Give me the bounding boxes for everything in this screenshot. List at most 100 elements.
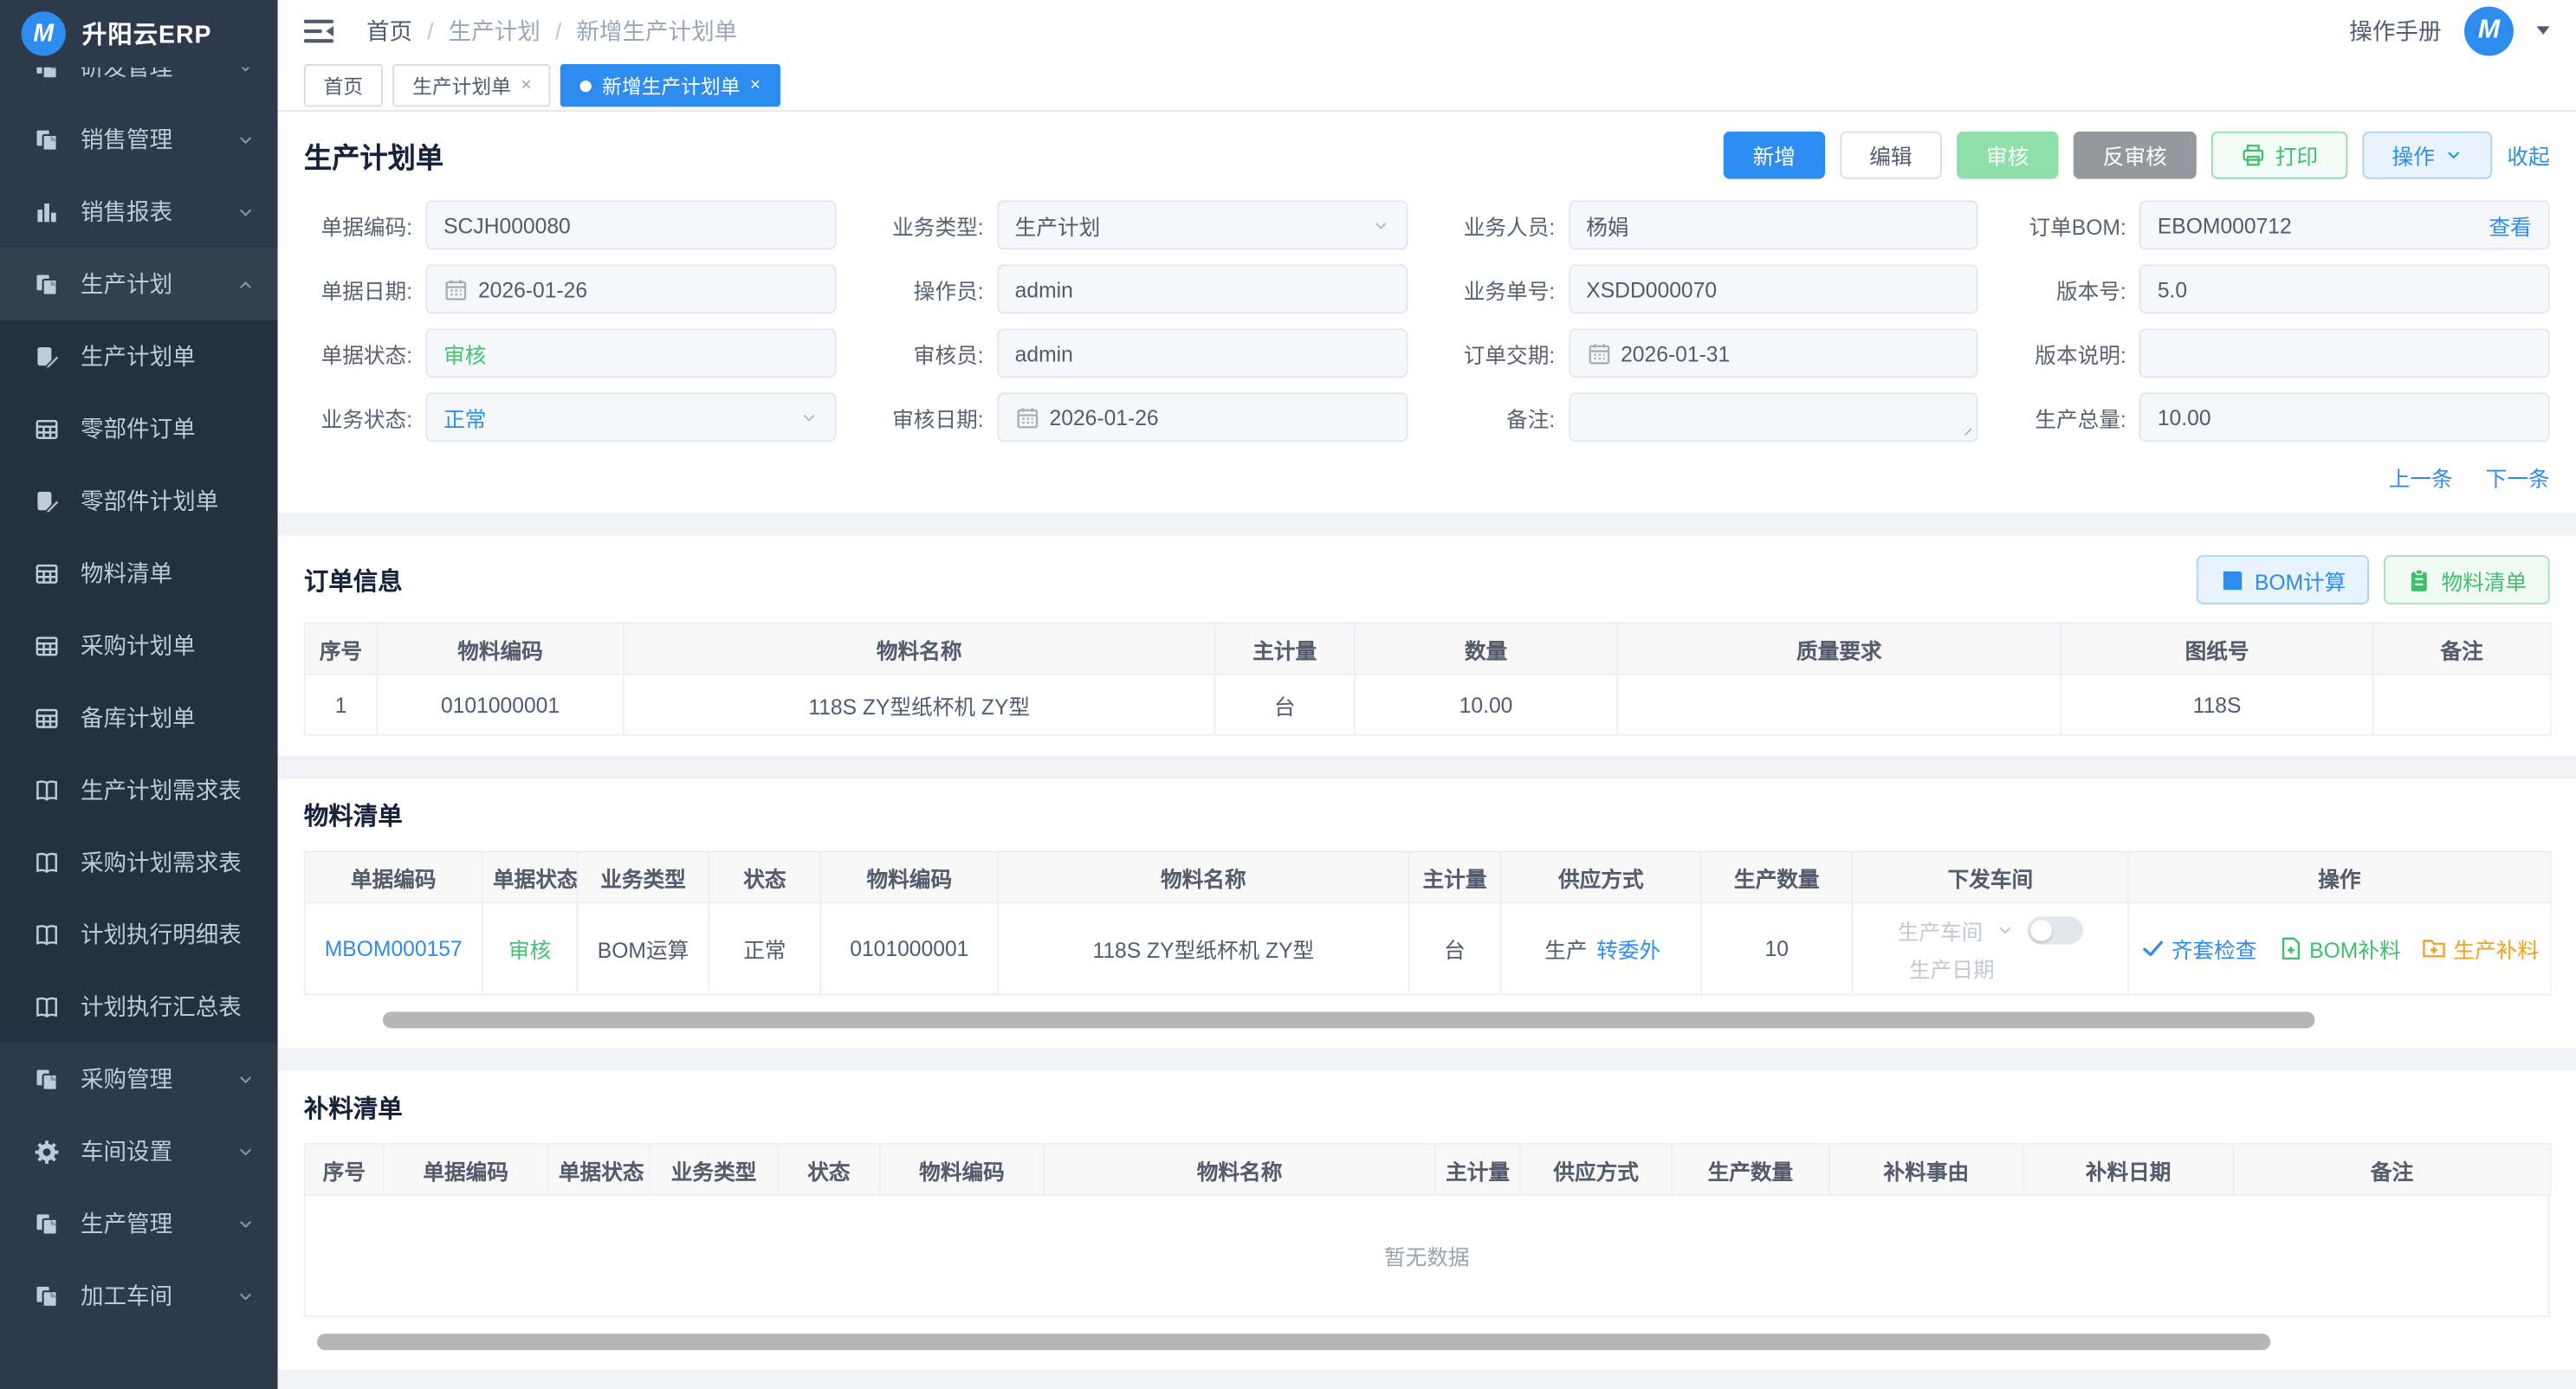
remark-textarea[interactable] (1568, 392, 1979, 443)
close-icon[interactable]: × (521, 75, 532, 96)
sidebar-item-purchase-management[interactable]: 采购管理 (0, 1043, 278, 1114)
order-info-table: 序号 物料编码 物料名称 主计量 数量 质量要求 图纸号 备注 1 (303, 622, 2552, 736)
production-refill-action[interactable]: 生产补料 (2422, 933, 2539, 964)
workshop-select-placeholder[interactable]: 生产车间 (1897, 919, 1984, 944)
print-button[interactable]: 打印 (2210, 131, 2348, 179)
doc-status-input[interactable]: 审核 (425, 328, 836, 378)
horizontal-scrollbar (304, 1011, 2550, 1029)
field-biz-person: 业务人员: 杨娟 (1447, 200, 1979, 250)
copy-document-icon (35, 1067, 59, 1091)
breadcrumb-home[interactable]: 首页 (366, 16, 413, 44)
prev-record-link[interactable]: 上一条 (2388, 466, 2453, 492)
sidebar-item-production-plan[interactable]: 生产计划 (0, 248, 278, 320)
biz-status-select[interactable]: 正常 (425, 392, 836, 443)
mbom-code-link[interactable]: MBOM000157 (324, 936, 463, 961)
material-list-card: 物料清单 单据编码 单据状态 业务类型 状态 物料编码 物料名称 主计量 (277, 778, 2576, 1049)
actions-dropdown-button[interactable]: 操作 (2362, 131, 2493, 179)
order-bom-input[interactable]: EBOM000712 查看 (2139, 200, 2550, 250)
sidebar-item-production-demand-report[interactable]: 生产计划需求表 (0, 754, 278, 826)
resize-grip[interactable] (1958, 422, 1972, 436)
sidebar-collapse-icon[interactable] (304, 17, 333, 43)
operator-input[interactable]: admin (996, 264, 1408, 314)
sidebar-item-sales-reports[interactable]: 销售报表 (0, 176, 278, 248)
audit-button[interactable]: 审核 (1956, 131, 2059, 179)
sidebar-item-label: 加工车间 (80, 1282, 173, 1309)
col-header: 序号 (303, 622, 379, 675)
cell-material-code: 0101000001 (376, 673, 625, 736)
document-edit-icon (35, 344, 59, 368)
chevron-down-icon (236, 131, 255, 149)
breadcrumb-separator: / (427, 16, 434, 44)
audit-date-picker[interactable]: 2026-01-26 (996, 392, 1408, 443)
material-list-button[interactable]: 物料清单 (2384, 555, 2550, 604)
sidebar-item-stock-plan-form[interactable]: 备库计划单 (0, 682, 278, 753)
total-qty-input[interactable]: 10.00 (2139, 392, 2550, 443)
bar-chart-icon (35, 199, 59, 223)
brand-name: 升阳云ERP (81, 21, 212, 49)
order-info-card: 订单信息 BOM计算 物料清单 (277, 535, 2576, 756)
tab-production-plan-form[interactable]: 生产计划单 × (392, 63, 552, 107)
biz-no-input[interactable]: XSDD000070 (1568, 264, 1979, 314)
add-button[interactable]: 新增 (1723, 131, 1826, 179)
sidebar-item-purchase-plan-form[interactable]: 采购计划单 (0, 610, 278, 682)
sidebar-item-parts-order[interactable]: 零部件订单 (0, 392, 278, 464)
form-grid: 单据编码: SCJH000080 业务类型: 生产计划 业务人员: 杨娟 (304, 200, 2550, 443)
tab-home[interactable]: 首页 (303, 63, 383, 107)
manual-link[interactable]: 操作手册 (2349, 16, 2442, 44)
sidebar-item-plan-execution-detail[interactable]: 计划执行明细表 (0, 898, 278, 970)
kit-check-action[interactable]: 齐套检查 (2140, 933, 2256, 964)
book-icon (35, 922, 59, 946)
caret-down-icon[interactable] (2536, 26, 2550, 41)
table-grid-icon (35, 633, 59, 657)
scrollbar-thumb[interactable] (317, 1334, 2271, 1351)
sidebar-item-production-plan-form[interactable]: 生产计划单 (0, 320, 278, 392)
empty-text: 暂无数据 (1383, 1244, 1470, 1270)
chevron-down-icon (236, 1287, 255, 1305)
sidebar-item-purchase-demand-report[interactable]: 采购计划需求表 (0, 826, 278, 898)
document-plus-icon (2278, 936, 2302, 960)
sidebar-item-processing-workshop[interactable]: 加工车间 (0, 1260, 278, 1332)
auditor-input[interactable]: admin (996, 328, 1408, 378)
close-icon[interactable]: × (749, 75, 761, 96)
order-due-picker[interactable]: 2026-01-31 (1568, 328, 1979, 378)
sidebar-item-material-bom[interactable]: 物料清单 (0, 537, 278, 609)
collapse-link[interactable]: 收起 (2507, 144, 2550, 170)
sidebar-item-workshop-settings[interactable]: 车间设置 (0, 1115, 278, 1187)
production-date-placeholder[interactable]: 生产日期 (1908, 956, 1995, 982)
view-bom-link[interactable]: 查看 (2489, 214, 2532, 239)
sidebar-item-label: 计划执行明细表 (80, 921, 242, 948)
doc-date-picker[interactable]: 2026-01-26 (425, 264, 836, 314)
sidebar-item-production-management[interactable]: 生产管理 (0, 1187, 278, 1259)
version-note-input[interactable] (2139, 328, 2550, 378)
sidebar-item-plan-execution-summary[interactable]: 计划执行汇总表 (0, 971, 278, 1043)
cell-dispatch-workshop: 生产车间 生产日期 (1851, 901, 2130, 996)
sidebar-item-parts-plan-form[interactable]: 零部件计划单 (0, 465, 278, 537)
copy-document-icon (35, 1283, 59, 1308)
bom-refill-action[interactable]: BOM补料 (2278, 933, 2401, 964)
sidebar-item-label: 备库计划单 (80, 704, 196, 732)
tab-new-production-plan[interactable]: 新增生产计划单 × (560, 63, 780, 107)
next-record-link[interactable]: 下一条 (2485, 466, 2550, 492)
cell-qty: 10 (1700, 901, 1854, 996)
sidebar-item-sales-management[interactable]: 销售管理 (0, 103, 278, 175)
biz-type-select[interactable]: 生产计划 (996, 200, 1408, 250)
avatar[interactable]: M (2464, 5, 2514, 55)
table-row[interactable]: 1 0101000001 118S ZY型纸杯机 ZY型 台 10.00 118… (303, 673, 2552, 736)
col-header: 物料编码 (819, 850, 1000, 904)
scrollbar-thumb[interactable] (382, 1011, 2314, 1029)
biz-person-input[interactable]: 杨娟 (1568, 200, 1979, 250)
breadcrumb-production-plan[interactable]: 生产计划 (448, 16, 540, 44)
version-input[interactable]: 5.0 (2139, 264, 2550, 314)
sidebar-item-label: 采购管理 (80, 1065, 173, 1093)
material-list-table: 单据编码 单据状态 业务类型 状态 物料编码 物料名称 主计量 供应方式 生产数… (303, 850, 2552, 996)
col-header: 业务类型 (576, 850, 710, 904)
to-outsource-link[interactable]: 转委外 (1596, 938, 1661, 963)
dispatch-toggle[interactable] (2027, 915, 2084, 944)
unaudit-button[interactable]: 反审核 (2073, 131, 2197, 179)
copy-document-icon (35, 272, 59, 296)
bom-calc-button[interactable]: BOM计算 (2197, 555, 2370, 604)
edit-button[interactable]: 编辑 (1840, 131, 1942, 179)
doc-code-input[interactable]: SCJH000080 (425, 200, 836, 250)
cell-drawing-no: 118S (2060, 673, 2374, 736)
table-header-row: 序号 单据编码 单据状态 业务类型 状态 物料编码 物料名称 主计量 供应方式 … (303, 1143, 2552, 1196)
